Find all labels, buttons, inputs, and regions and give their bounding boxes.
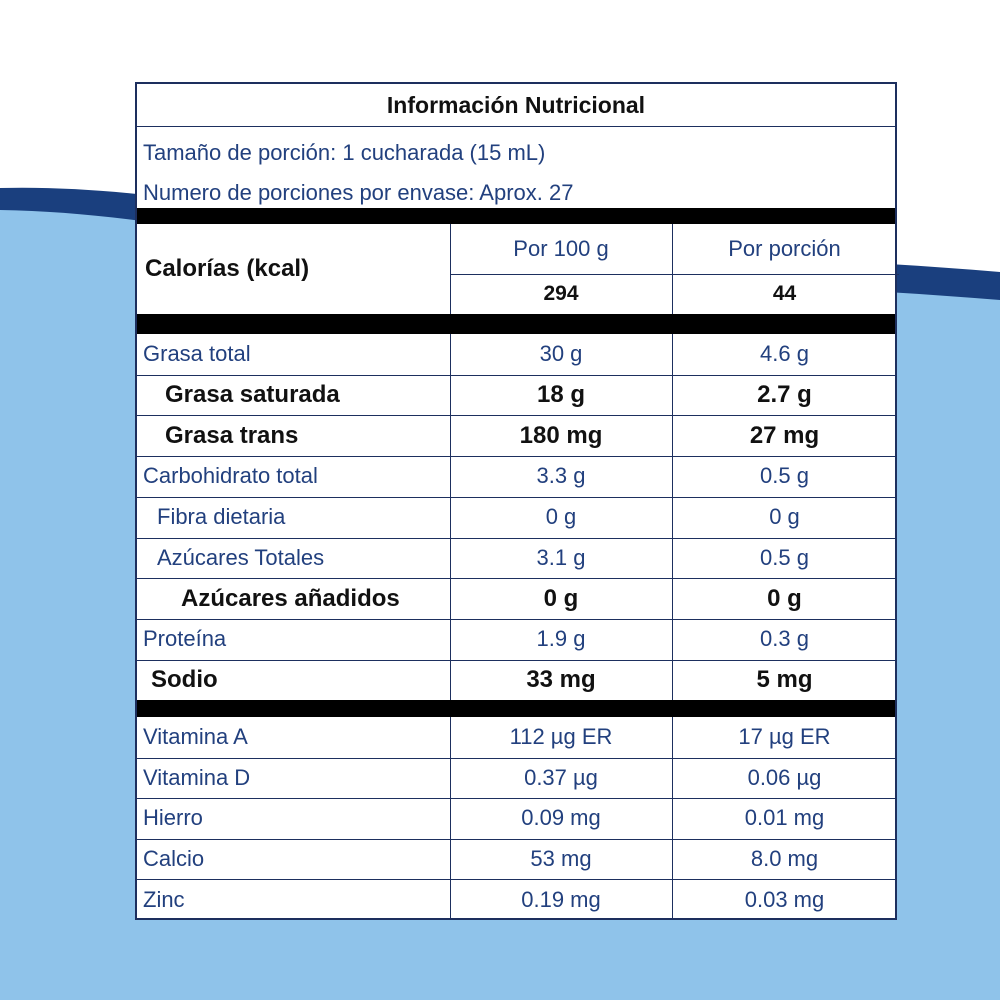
row-value: 30 g <box>539 341 583 367</box>
serving-size: Tamaño de porción: 1 cucharada (15 mL) <box>143 140 546 165</box>
row-value: 3.3 g <box>536 463 586 489</box>
row-value: 27 mg <box>749 421 820 449</box>
rule <box>137 578 895 580</box>
row-value: 0.01 mg <box>744 805 825 831</box>
row-label: Azúcares Totales <box>157 544 325 570</box>
row-value: 2.7 g <box>757 381 812 409</box>
rule <box>137 700 895 717</box>
row-value: 0 g <box>543 584 579 612</box>
row-value: 0.5 g <box>760 463 809 489</box>
rule <box>672 224 673 314</box>
row-value: 18 g <box>536 381 586 409</box>
row-value: 0.3 g <box>760 626 809 652</box>
row-value: 0.37 µg <box>524 764 598 790</box>
row-label: Zinc <box>143 886 185 912</box>
row-label: Grasa saturada <box>165 381 340 409</box>
row-label: Grasa total <box>143 341 251 367</box>
row-label: Vitamina A <box>143 724 248 750</box>
row-value: 3.1 g <box>536 544 586 570</box>
rule <box>137 456 895 458</box>
row-label: Hierro <box>143 805 203 831</box>
rule <box>137 496 895 498</box>
column-header: Por 100 g <box>513 236 609 261</box>
row-value: 8.0 mg <box>750 846 819 872</box>
column-header: Por porción <box>728 236 841 261</box>
row-value: 1.9 g <box>536 626 586 652</box>
rule <box>672 717 673 920</box>
row-value: 112 µg ER <box>509 724 613 750</box>
row-value: 0.09 mg <box>521 805 601 831</box>
row-label: Fibra dietaria <box>157 504 286 530</box>
rule <box>450 717 451 920</box>
rule <box>450 274 899 275</box>
row-label: Proteína <box>143 626 227 652</box>
rule <box>137 415 895 417</box>
rule <box>137 798 895 800</box>
row-label: Grasa trans <box>165 421 299 449</box>
rule <box>137 314 895 334</box>
rule <box>137 537 895 539</box>
row-value: 0.03 mg <box>744 886 825 912</box>
row-value: 0.06 µg <box>747 764 822 790</box>
row-value: 0 g <box>767 584 802 612</box>
title: Información Nutricional <box>386 91 646 118</box>
row-value: 0.19 mg <box>521 886 601 912</box>
rule <box>137 618 895 620</box>
nutrition-table: Información Nutricional Tamaño de porció… <box>135 82 899 920</box>
serving-count: Numero de porciones por envase: Aprox. 2… <box>143 180 574 205</box>
rule <box>137 208 895 224</box>
rule <box>450 334 451 701</box>
row-label: Sodio <box>151 665 218 693</box>
rule <box>137 659 895 661</box>
row-value: 0 g <box>545 504 577 530</box>
rule <box>137 879 895 881</box>
calories-label: Calorías (kcal) <box>145 255 310 282</box>
row-value: 5 mg <box>756 665 813 693</box>
row-label: Azúcares añadidos <box>181 584 400 612</box>
rule <box>450 224 451 314</box>
rule <box>137 126 895 127</box>
row-label: Carbohidrato total <box>143 463 318 489</box>
rule <box>137 757 895 759</box>
row-value: 17 µg ER <box>738 724 831 750</box>
row-value: 53 mg <box>530 846 592 872</box>
row-value: 33 mg <box>526 665 596 693</box>
rule <box>137 374 895 376</box>
calories-value: 294 <box>543 282 579 305</box>
rule <box>672 334 673 701</box>
row-label: Vitamina D <box>143 764 251 790</box>
row-value: 0.5 g <box>760 544 809 570</box>
rule <box>137 838 895 840</box>
calories-value: 44 <box>772 282 797 305</box>
row-value: 4.6 g <box>760 341 809 367</box>
row-label: Calcio <box>143 846 205 872</box>
row-value: 180 mg <box>519 421 603 449</box>
row-value: 0 g <box>769 504 800 530</box>
